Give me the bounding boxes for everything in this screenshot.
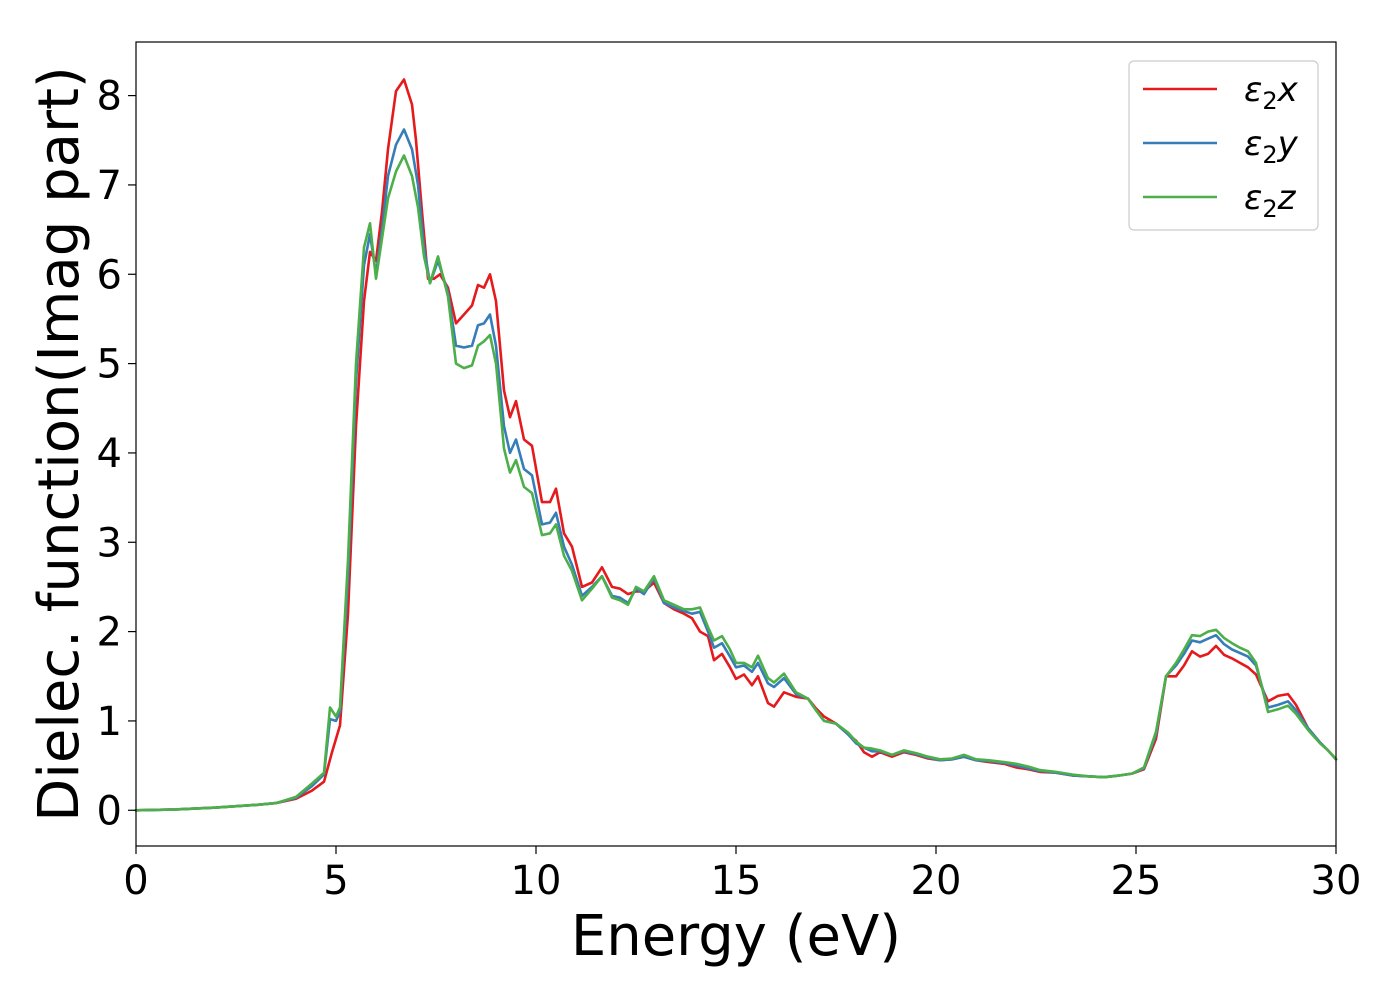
y-tick-label: 4 <box>97 431 122 477</box>
series-layer <box>134 78 1338 812</box>
y-tick-label: 6 <box>97 252 122 298</box>
y-tick-label: 2 <box>97 610 122 656</box>
legend-label-2: ε2y <box>1244 124 1299 169</box>
y-tick-label: 1 <box>97 699 122 745</box>
x-tick-label: 15 <box>711 858 762 904</box>
y-tick-label: 8 <box>97 74 122 120</box>
x-axis-title: Energy (eV) <box>571 904 901 969</box>
y-tick-label: 7 <box>97 163 122 209</box>
x-tick-label: 5 <box>323 858 348 904</box>
y-tick-label: 5 <box>97 342 122 388</box>
y-tick-label: 3 <box>97 520 122 566</box>
y-tick-label: 0 <box>97 788 122 834</box>
x-tick-label: 30 <box>1311 858 1362 904</box>
x-tick-label: 25 <box>1111 858 1162 904</box>
series-line-3 <box>134 154 1338 812</box>
legend-label-1: ε2x <box>1244 70 1299 115</box>
y-axis-title: Dielec. function(Imag part) <box>27 66 92 822</box>
x-tick-label: 10 <box>511 858 562 904</box>
legend-box <box>1128 60 1319 231</box>
x-tick-label: 20 <box>911 858 962 904</box>
x-tick-label: 0 <box>123 858 148 904</box>
tick-layer: 0 5 10 15 20 25 30 0 1 2 3 4 5 6 7 8 <box>97 74 1362 904</box>
legend-label-3: ε2z <box>1244 178 1297 223</box>
legend: ε2x ε2y ε2z <box>1128 60 1319 231</box>
